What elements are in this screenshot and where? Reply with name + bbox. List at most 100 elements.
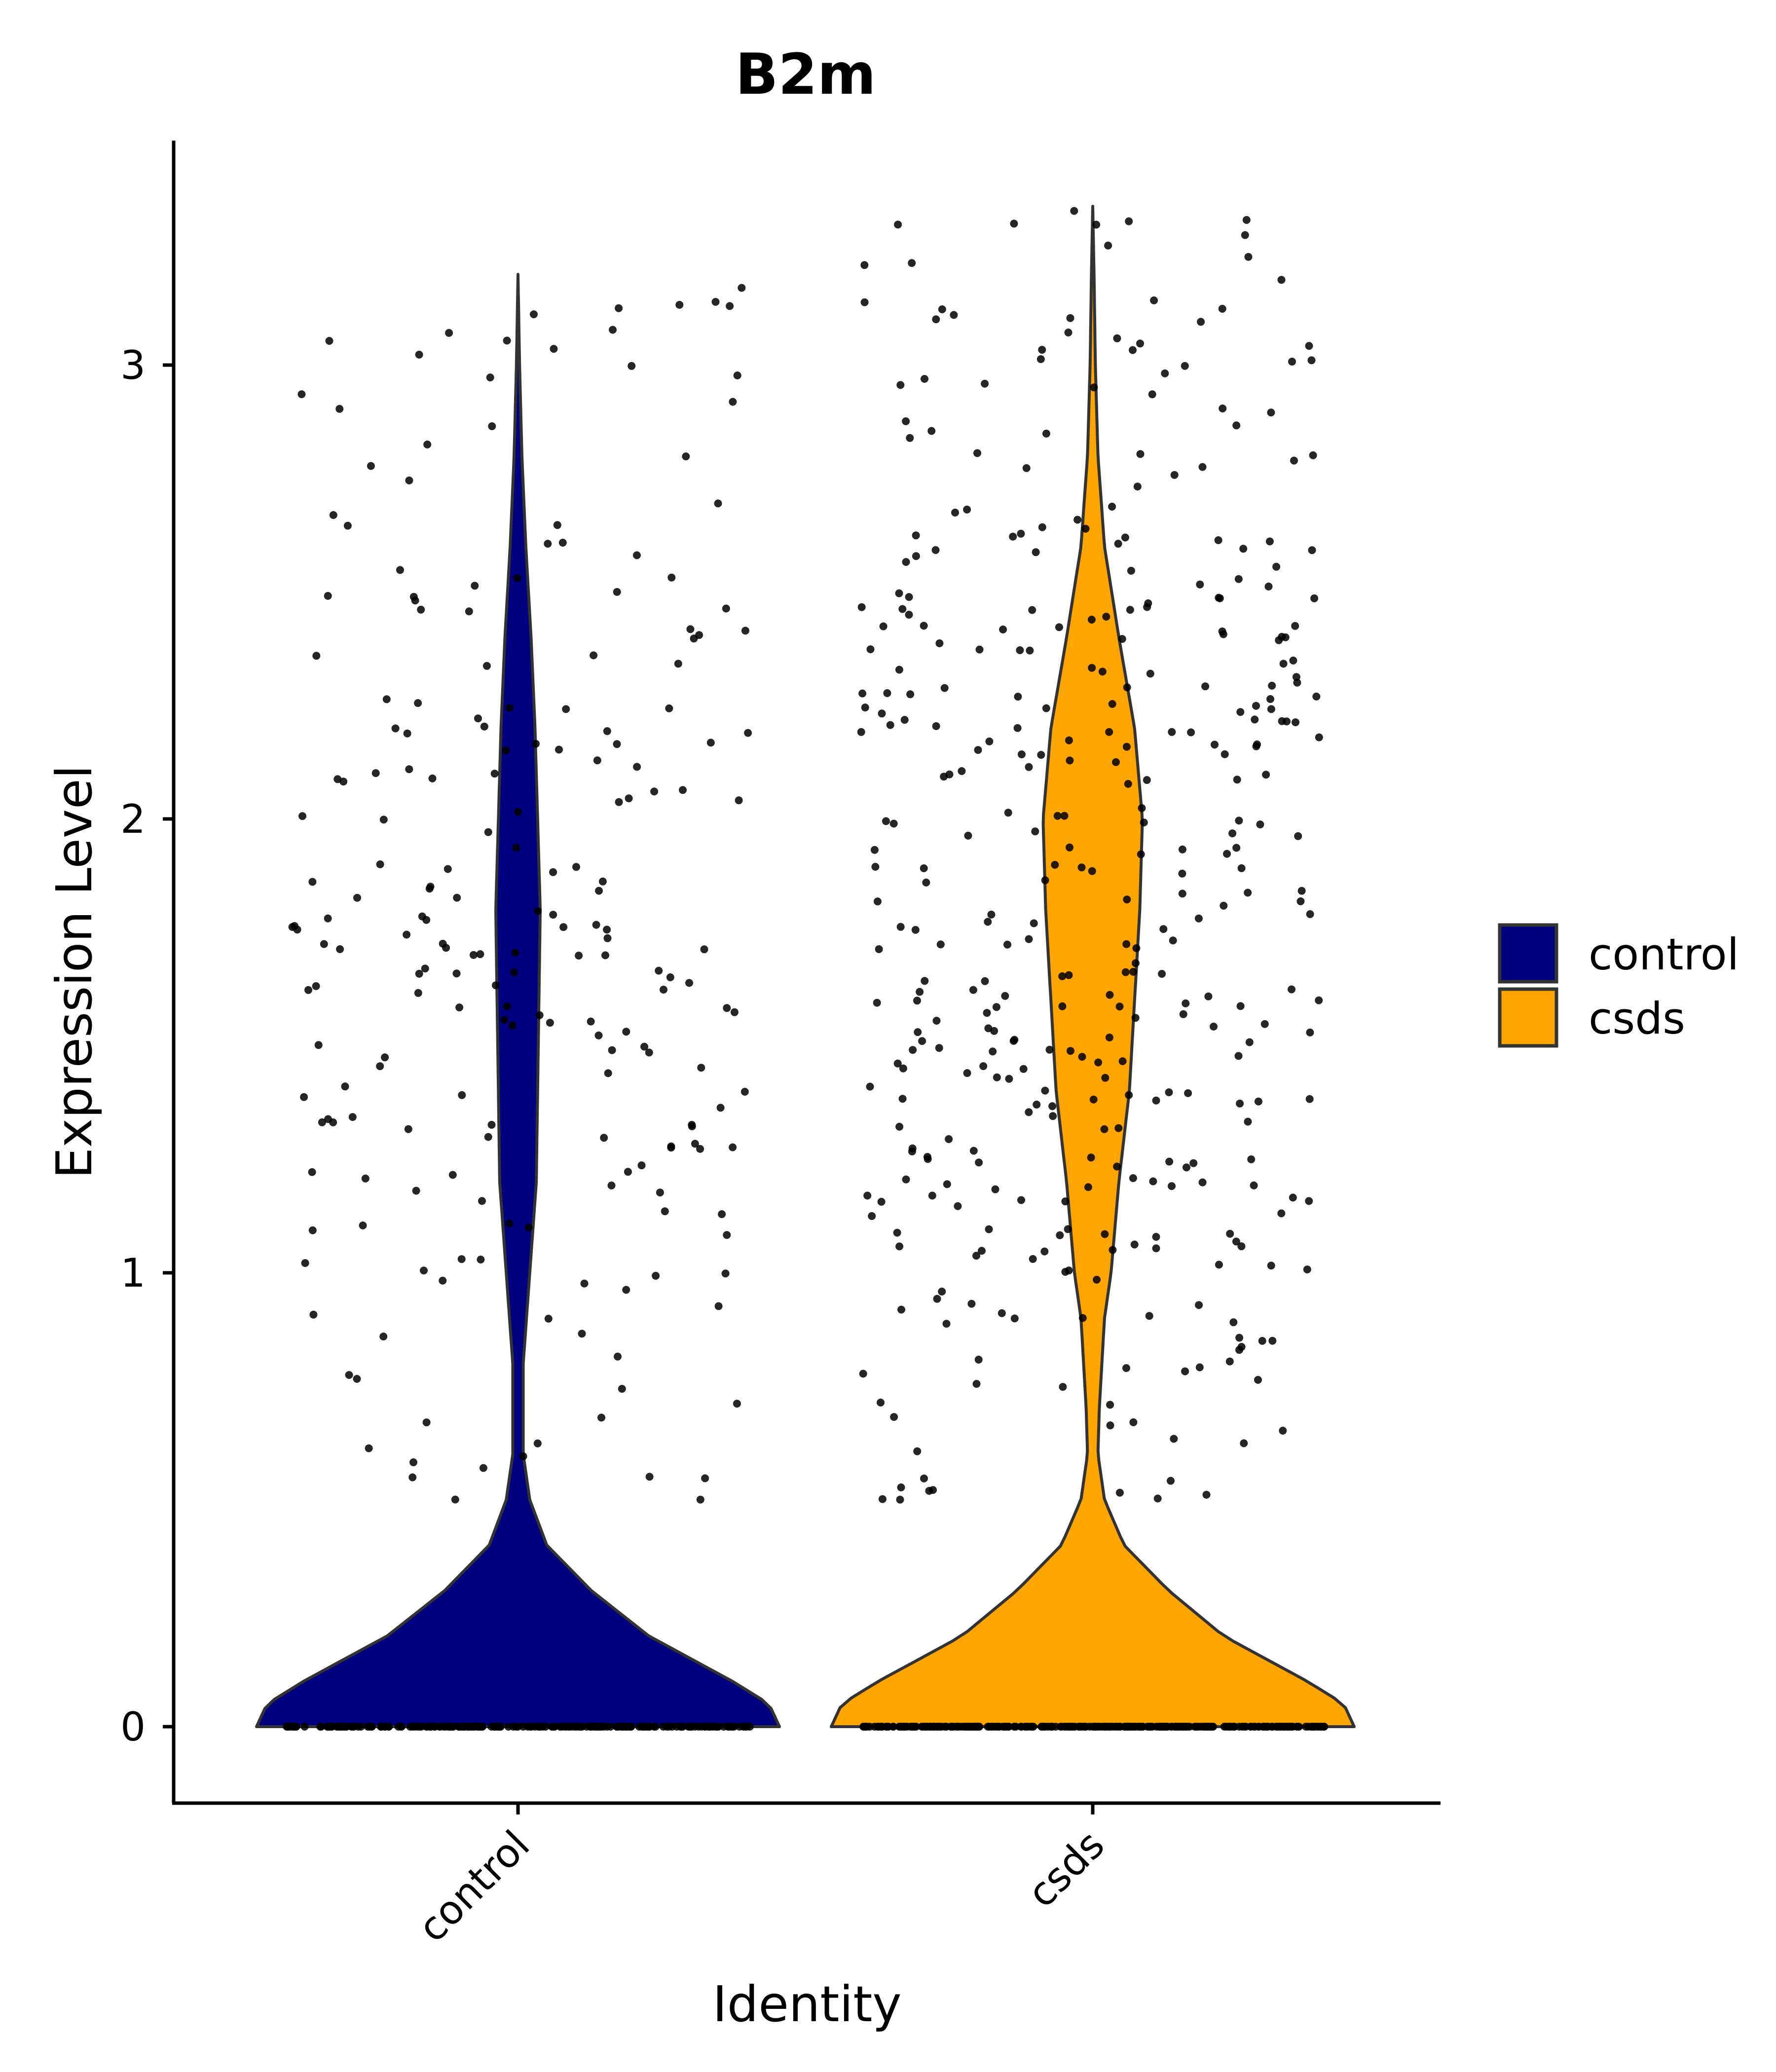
data-point xyxy=(628,362,636,370)
data-point xyxy=(1267,1261,1275,1270)
legend-label-csds: csds xyxy=(1589,993,1685,1044)
data-point xyxy=(415,969,423,978)
data-point xyxy=(857,603,866,611)
data-point xyxy=(625,794,633,803)
data-point xyxy=(920,864,928,872)
data-point xyxy=(1025,763,1033,771)
data-point xyxy=(1161,369,1169,377)
data-point xyxy=(1104,241,1112,250)
data-point xyxy=(444,865,452,873)
data-point xyxy=(1237,864,1246,872)
data-point xyxy=(640,1042,649,1051)
data-point xyxy=(1051,861,1059,869)
data-point xyxy=(714,1302,723,1310)
data-point xyxy=(933,1295,941,1303)
data-point xyxy=(1144,599,1152,607)
data-point xyxy=(735,796,743,805)
data-point xyxy=(1178,869,1186,878)
data-point xyxy=(954,1202,962,1210)
data-point xyxy=(1121,968,1130,976)
data-point xyxy=(1153,1494,1162,1503)
data-point xyxy=(1236,1099,1244,1108)
data-point xyxy=(685,979,693,987)
legend-key-csds xyxy=(1498,987,1558,1048)
data-point xyxy=(1152,1244,1160,1253)
data-point xyxy=(341,1082,349,1091)
data-point xyxy=(674,660,682,668)
data-point xyxy=(964,831,972,840)
data-point xyxy=(1268,1336,1277,1345)
data-point xyxy=(898,1095,907,1103)
data-point xyxy=(1289,1193,1297,1202)
data-point xyxy=(414,699,422,707)
data-point xyxy=(314,1041,323,1049)
data-point xyxy=(368,1723,375,1731)
data-point xyxy=(1131,959,1140,967)
data-point xyxy=(618,1385,626,1393)
data-point xyxy=(1214,536,1222,544)
data-point xyxy=(447,1723,455,1731)
data-point xyxy=(866,1723,874,1731)
data-point xyxy=(1048,1102,1057,1110)
data-point xyxy=(1267,705,1275,713)
data-point xyxy=(1037,751,1045,759)
data-point xyxy=(1090,383,1098,392)
data-point xyxy=(298,812,306,820)
data-point xyxy=(1092,221,1101,229)
data-point xyxy=(417,605,425,614)
data-point xyxy=(1165,1088,1173,1097)
data-point xyxy=(1165,1157,1174,1166)
data-point xyxy=(583,1723,591,1731)
data-point xyxy=(503,336,511,345)
data-point xyxy=(1252,702,1260,710)
data-point xyxy=(729,398,737,406)
data-point xyxy=(860,298,869,306)
data-point xyxy=(1218,304,1226,313)
data-point xyxy=(1069,1723,1077,1731)
data-point xyxy=(882,817,890,825)
data-point xyxy=(723,1004,731,1012)
data-point xyxy=(1113,1162,1121,1171)
data-point xyxy=(981,379,989,388)
data-point xyxy=(448,1171,457,1179)
points-layer xyxy=(283,207,1329,1731)
data-point xyxy=(1308,546,1316,555)
data-point xyxy=(1009,532,1017,541)
data-point xyxy=(1242,216,1251,224)
data-point xyxy=(993,1073,1001,1081)
data-point xyxy=(1143,776,1151,784)
data-point xyxy=(471,582,479,590)
data-point xyxy=(1235,816,1243,825)
data-point xyxy=(1260,1020,1269,1028)
data-point xyxy=(1250,1181,1258,1189)
data-point xyxy=(1029,1255,1037,1263)
data-point xyxy=(967,1299,976,1308)
data-point xyxy=(1017,529,1025,538)
data-point xyxy=(1127,566,1135,575)
data-point xyxy=(371,769,380,777)
data-point xyxy=(535,1011,544,1019)
data-point xyxy=(1238,1723,1246,1731)
data-point xyxy=(1005,1074,1013,1083)
data-point xyxy=(442,944,450,952)
data-point xyxy=(999,626,1007,633)
data-point xyxy=(404,1125,412,1133)
data-point xyxy=(923,1153,931,1161)
data-point xyxy=(1089,1095,1098,1104)
data-point xyxy=(1181,362,1189,370)
data-point xyxy=(1129,346,1137,354)
data-point xyxy=(701,1474,709,1482)
data-point xyxy=(1305,342,1313,350)
data-point xyxy=(409,1458,417,1467)
data-point xyxy=(491,981,500,990)
data-point xyxy=(1181,1367,1189,1375)
data-point xyxy=(714,1723,723,1731)
data-point xyxy=(740,1088,749,1096)
data-point xyxy=(1022,464,1031,472)
data-point xyxy=(575,952,583,960)
data-point xyxy=(1288,985,1295,994)
data-point xyxy=(645,1048,653,1057)
data-point xyxy=(911,925,920,934)
data-point xyxy=(382,695,391,703)
data-point xyxy=(878,1495,887,1503)
